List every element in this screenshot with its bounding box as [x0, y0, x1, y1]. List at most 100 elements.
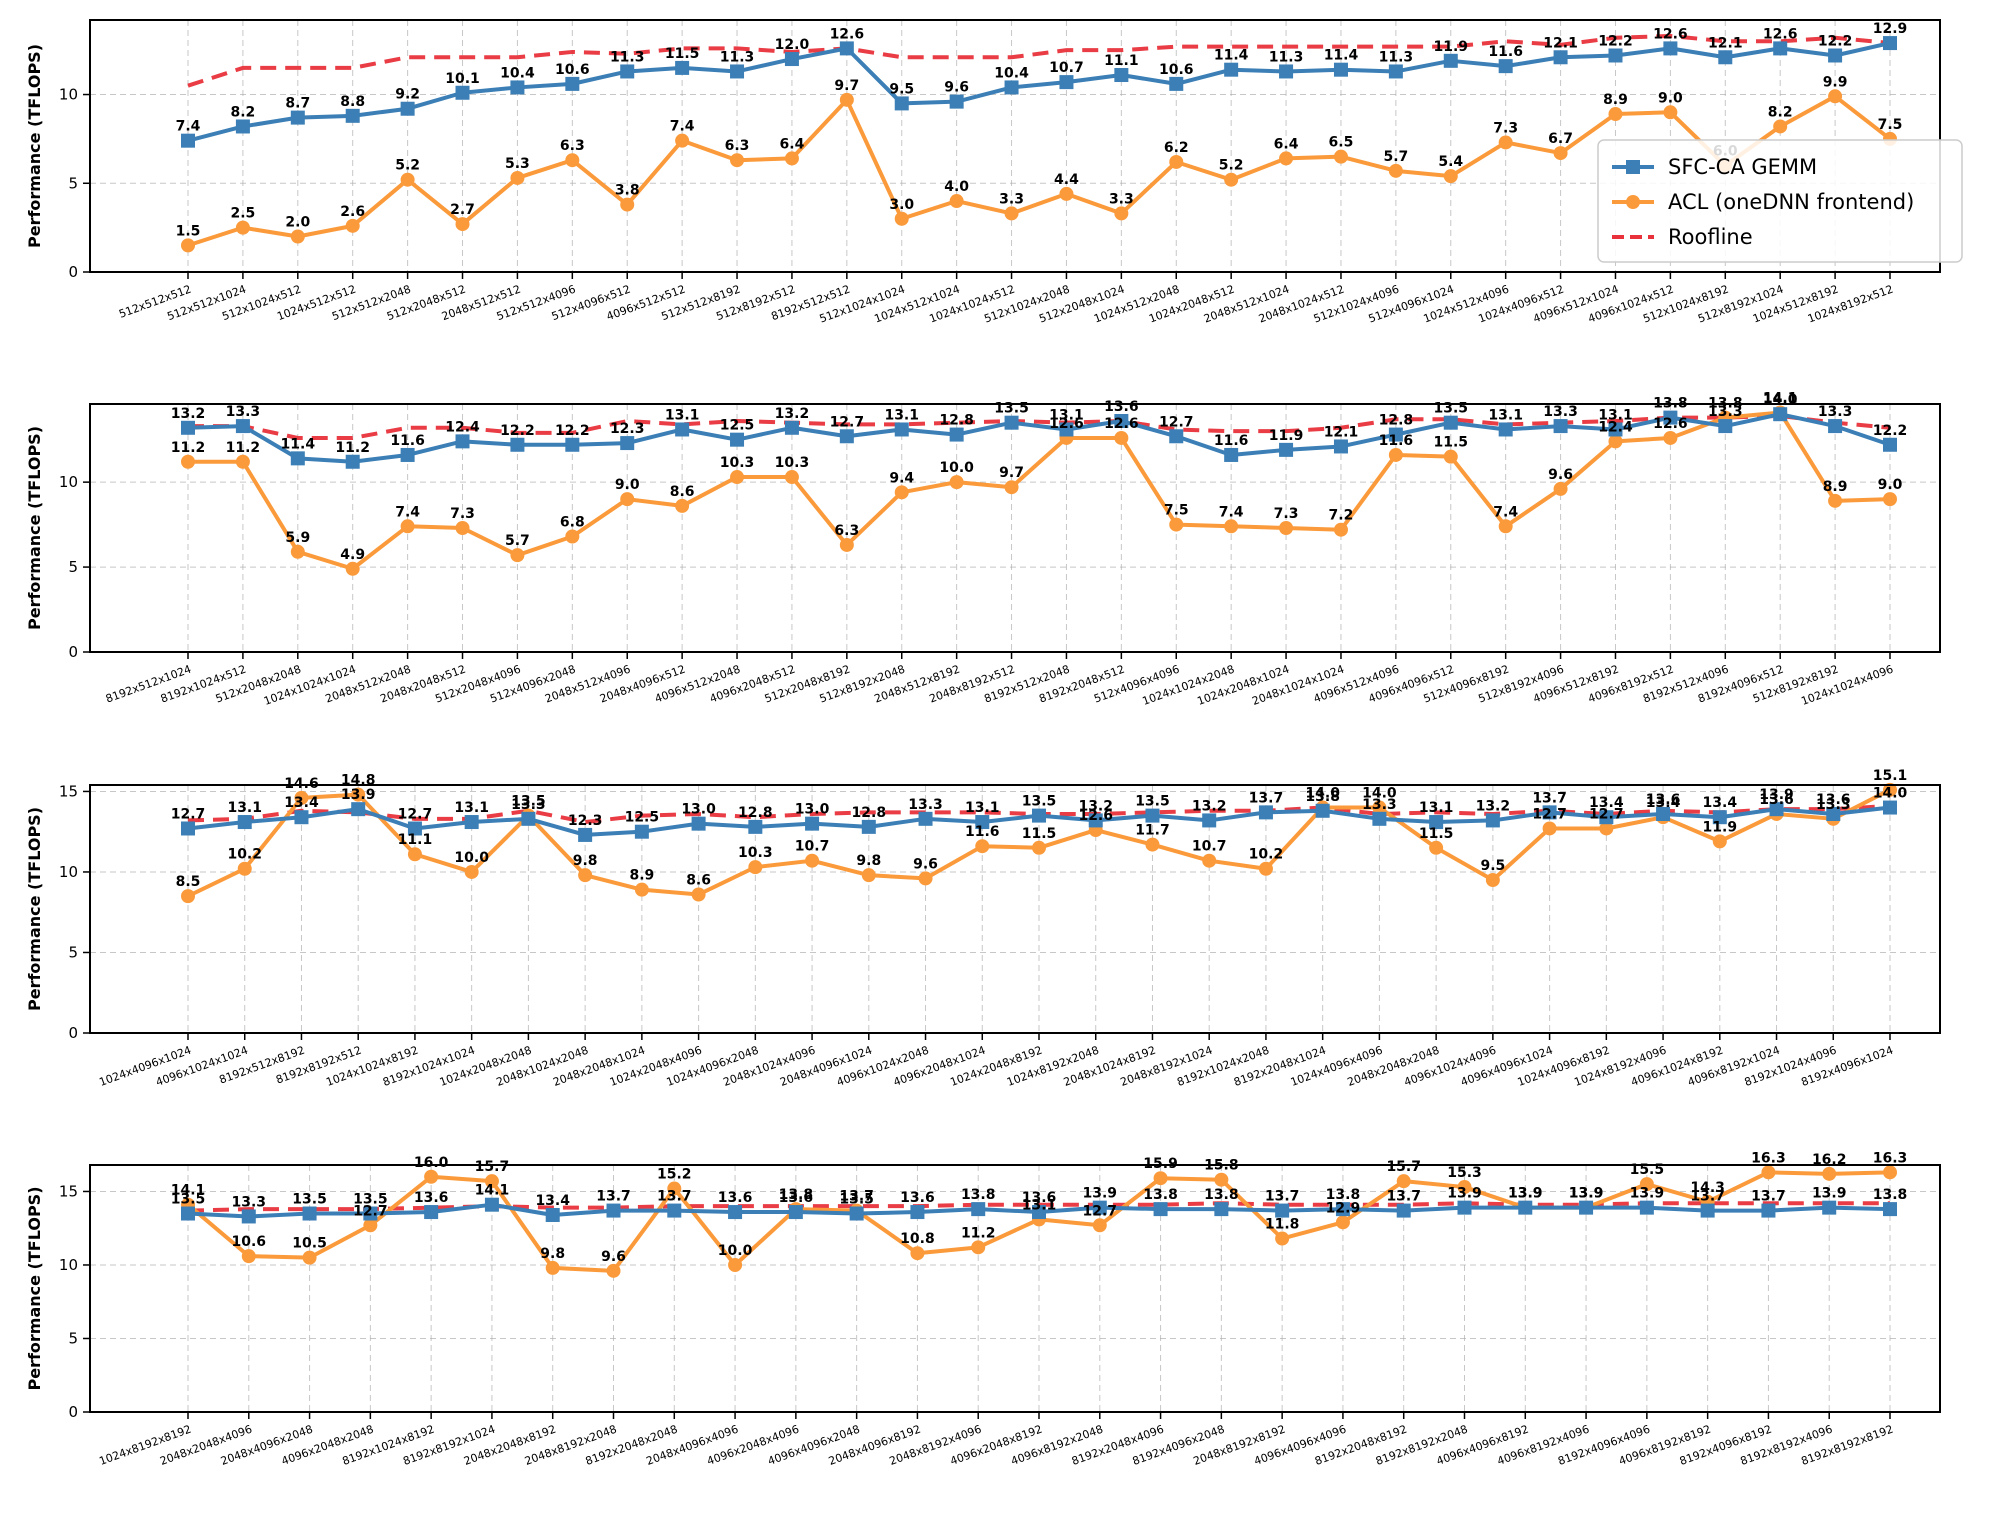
- sfc-data-label: 13.3: [1818, 404, 1853, 420]
- acl-data-label: 14.1: [1763, 390, 1798, 406]
- sfc-point: [464, 815, 479, 830]
- acl-data-label: 7.2: [1329, 508, 1354, 524]
- sfc-point: [975, 815, 990, 830]
- sfc-data-label: 13.3: [226, 404, 261, 420]
- acl-point: [345, 218, 360, 233]
- sfc-data-label: 8.7: [285, 96, 310, 112]
- sfc-data-label: 12.8: [1379, 413, 1414, 429]
- sfc-data-label: 13.9: [1508, 1186, 1543, 1202]
- acl-data-label: 2.6: [340, 204, 365, 220]
- sfc-data-label: 13.0: [681, 802, 716, 818]
- sfc-point: [455, 85, 470, 100]
- sfc-data-label: 12.1: [1708, 35, 1743, 51]
- acl-point: [363, 1218, 378, 1233]
- axes-frame: [89, 403, 1941, 653]
- sfc-point: [1092, 1200, 1107, 1215]
- acl-point: [1883, 1165, 1897, 1180]
- acl-data-label: 13.3: [1816, 797, 1851, 813]
- sfc-point: [407, 821, 422, 836]
- y-axis-label: Performance (TFLOPS): [25, 426, 44, 630]
- sfc-point: [1700, 1203, 1715, 1218]
- sfc-data-label: 12.6: [1653, 26, 1688, 42]
- legend-acl-label: ACL (oneDNN frontend): [1668, 190, 1914, 214]
- acl-point: [1114, 430, 1129, 445]
- acl-point: [1822, 1166, 1837, 1181]
- acl-data-label: 7.4: [395, 504, 420, 520]
- acl-data-label: 9.0: [1878, 477, 1903, 493]
- sfc-point: [918, 811, 933, 826]
- acl-point: [805, 853, 820, 868]
- sfc-data-label: 13.1: [1419, 800, 1454, 816]
- acl-data-label: 9.8: [540, 1246, 565, 1262]
- sfc-data-label: 13.9: [1083, 1186, 1118, 1202]
- sfc-data-label: 13.3: [1362, 797, 1397, 813]
- sfc-data-label: 13.9: [341, 787, 376, 803]
- sfc-data-label: 11.6: [1488, 44, 1523, 60]
- acl-point: [1828, 493, 1843, 508]
- acl-point: [1828, 89, 1843, 104]
- acl-data-label: 5.7: [1383, 149, 1408, 165]
- acl-point: [728, 1257, 743, 1272]
- acl-point: [1608, 434, 1623, 449]
- sfc-data-label: 12.8: [852, 805, 887, 821]
- sfc-point: [1114, 413, 1129, 428]
- y-tick-label: 5: [68, 1329, 78, 1347]
- sfc-point: [1608, 48, 1623, 63]
- acl-data-label: 5.7: [505, 533, 530, 549]
- acl-data-label: 4.0: [944, 179, 969, 195]
- acl-point: [290, 229, 305, 244]
- acl-point: [1498, 135, 1513, 150]
- sfc-point: [351, 802, 366, 817]
- acl-data-label: 3.3: [999, 191, 1024, 207]
- sfc-data-label: 13.2: [1192, 798, 1227, 814]
- sfc-point: [730, 432, 745, 447]
- acl-point: [1761, 1165, 1776, 1180]
- sfc-point: [728, 1205, 743, 1220]
- sfc-data-label: 13.9: [1630, 1186, 1665, 1202]
- sfc-data-label: 13.1: [665, 407, 700, 423]
- sfc-data-label: 13.5: [171, 1192, 206, 1208]
- acl-point: [400, 172, 415, 187]
- acl-data-label: 6.4: [780, 136, 805, 152]
- acl-point: [894, 485, 909, 500]
- acl-data-label: 8.6: [686, 873, 711, 889]
- sfc-point: [235, 419, 250, 434]
- sfc-data-label: 12.8: [939, 413, 974, 429]
- sfc-data-label: 12.5: [720, 418, 755, 434]
- sfc-data-label: 11.3: [1269, 49, 1304, 65]
- y-tick-label: 10: [59, 86, 78, 104]
- acl-data-label: 6.2: [1164, 140, 1189, 156]
- sfc-point: [237, 815, 252, 830]
- sfc-point: [1396, 1203, 1411, 1218]
- acl-data-label: 12.6: [1049, 416, 1084, 432]
- acl-point: [748, 860, 763, 875]
- sfc-data-label: 8.2: [230, 104, 255, 120]
- acl-point: [484, 1174, 499, 1189]
- acl-data-label: 2.7: [450, 202, 475, 218]
- acl-data-label: 8.2: [1768, 104, 1793, 120]
- y-tick-label: 0: [68, 263, 78, 281]
- acl-data-label: 7.5: [1878, 117, 1903, 133]
- acl-data-label: 3.8: [615, 183, 640, 199]
- sfc-point: [667, 1203, 682, 1218]
- legend: SFC-CA GEMM ACL (oneDNN frontend) Roofline: [1597, 139, 1963, 263]
- acl-data-label: 11.8: [1265, 1217, 1300, 1233]
- sfc-data-label: 13.1: [1598, 407, 1633, 423]
- acl-data-label: 12.6: [1653, 416, 1688, 432]
- sfc-point: [424, 1205, 439, 1220]
- acl-data-label: 10.0: [454, 850, 489, 866]
- sfc-point: [1279, 442, 1294, 457]
- sfc-point: [861, 819, 876, 834]
- acl-point: [1032, 840, 1046, 855]
- sfc-point: [1032, 808, 1046, 823]
- acl-point: [730, 470, 745, 485]
- sfc-point: [1059, 422, 1074, 437]
- sfc-point: [1663, 41, 1678, 56]
- acl-data-label: 16.3: [1751, 1150, 1786, 1166]
- sfc-data-label: 13.1: [965, 800, 1000, 816]
- sfc-data-label: 11.5: [665, 46, 700, 62]
- acl-data-label: 5.4: [1438, 154, 1463, 170]
- sfc-data-label: 10.1: [445, 71, 480, 87]
- sfc-point: [1333, 439, 1348, 454]
- sfc-data-label: 11.9: [1434, 39, 1469, 55]
